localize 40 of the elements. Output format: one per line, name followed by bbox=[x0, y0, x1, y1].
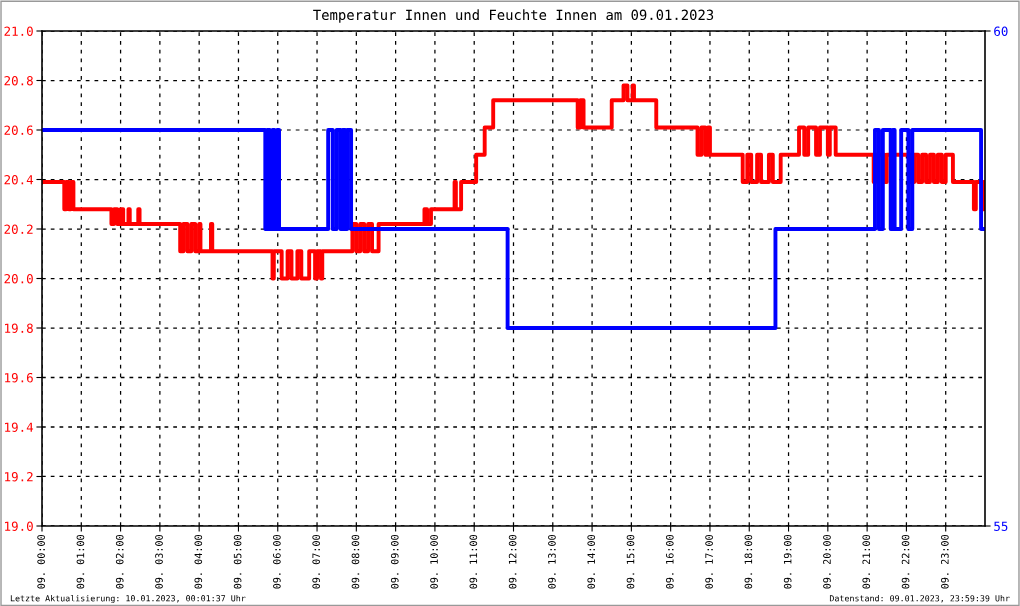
x-tick-label: 09. 20:00 bbox=[823, 534, 831, 589]
y-tick-label: 20.8 bbox=[4, 76, 33, 86]
y-tick-label: 19.0 bbox=[5, 521, 33, 531]
y-tick-label: 19.8 bbox=[5, 323, 33, 333]
x-tick-label: 09. 03:00 bbox=[155, 534, 163, 589]
x-tick-label: 09. 15:00 bbox=[626, 534, 635, 589]
y2-tick-label: 55 bbox=[994, 521, 1008, 531]
y-tick-label: 19.2 bbox=[5, 472, 33, 482]
x-tick-label: 09. 12:00 bbox=[508, 534, 517, 589]
x-tick-label: 09. 05:00 bbox=[233, 534, 242, 589]
x-tick-label: 09. 21:00 bbox=[862, 534, 871, 589]
x-tick-label: 09. 01:00 bbox=[76, 534, 85, 589]
x-tick-label: 09. 09:00 bbox=[390, 534, 399, 589]
x-tick-label: 09. 00:00 bbox=[37, 534, 45, 589]
x-tick-label: 09. 08:00 bbox=[351, 534, 360, 589]
x-tick-label: 09. 16:00 bbox=[665, 534, 674, 589]
x-tick-label: 09. 17:00 bbox=[705, 534, 713, 589]
chart-title: Temperatur Innen und Feuchte Innen am 09.01.2023 bbox=[313, 9, 714, 23]
y-tick-label: 20.2 bbox=[4, 224, 33, 234]
x-tick-label: 09. 13:00 bbox=[548, 534, 556, 589]
x-tick-label: 09. 10:00 bbox=[430, 534, 438, 589]
x-tick-label: 09. 11:00 bbox=[469, 534, 478, 589]
x-tick-label: 09. 06:00 bbox=[273, 534, 281, 589]
x-tick-label: 09. 18:00 bbox=[744, 534, 753, 589]
y-tick-label: 20.6 bbox=[4, 125, 33, 135]
y-tick-label: 20.4 bbox=[4, 175, 34, 185]
x-tick-label: 09. 22:00 bbox=[901, 534, 910, 589]
x-tick-label: 09. 14:00 bbox=[587, 534, 596, 589]
y-tick-label: 20.0 bbox=[4, 274, 33, 284]
y-tick-label: 21.0 bbox=[4, 26, 33, 36]
x-tick-label: 09. 19:00 bbox=[783, 534, 792, 589]
y2-tick-label: 60 bbox=[994, 26, 1008, 36]
x-tick-label: 09. 02:00 bbox=[115, 534, 124, 589]
text: Letzte Aktualisierung: 10.01.2023, 00:01:37 Uhr bbox=[10, 594, 246, 604]
y-tick-label: 19.4 bbox=[5, 422, 34, 432]
x-tick-label: 09. 23:00 bbox=[941, 534, 949, 589]
x-tick-label: 09. 07:00 bbox=[312, 534, 321, 589]
y-tick-label: 19.6 bbox=[5, 373, 33, 383]
text: Datenstand: 09.01.2023, 23:59:39 Uhr bbox=[829, 594, 1010, 603]
x-tick-label: 09. 04:00 bbox=[194, 534, 203, 589]
